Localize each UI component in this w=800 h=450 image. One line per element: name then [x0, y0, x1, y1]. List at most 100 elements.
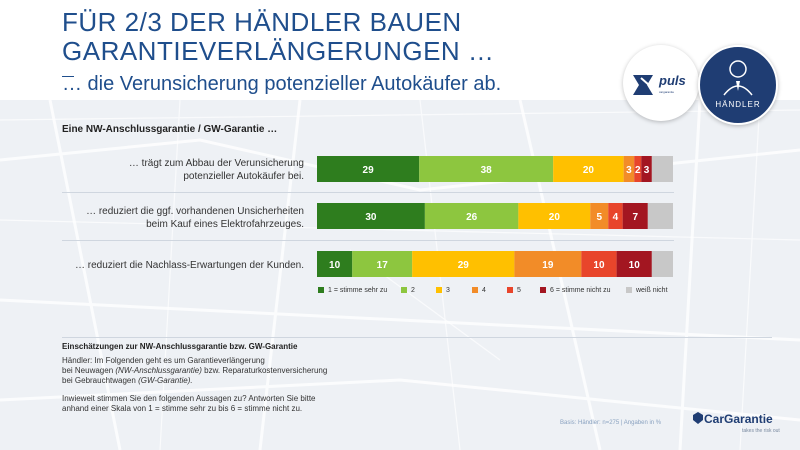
bar-value-label: 29	[363, 165, 375, 176]
puls-logo-text: puls	[659, 73, 686, 88]
chart-legend: 1 = stimme sehr zu 2 3 4 5 6 = stimme ni…	[318, 287, 718, 299]
bar-segment-row1-s4	[623, 156, 635, 182]
info-text: Händler: Im Folgenden geht es um Garanti…	[62, 356, 265, 365]
bar-value-label: 29	[458, 260, 470, 271]
badge-label: HÄNDLER	[715, 100, 761, 109]
legend-label: 6 = stimme nicht zu	[550, 287, 611, 294]
legend-label: 3	[446, 287, 450, 294]
x-mark-icon	[633, 75, 658, 95]
bar-segment-row1-s2	[419, 156, 554, 182]
legend-swatch	[436, 287, 442, 294]
title-line-2: GARANTIEVERLÄNGERUNGEN …	[62, 36, 495, 66]
info-divider	[62, 337, 772, 338]
legend-swatch	[472, 287, 478, 294]
bar-segment-row3-s6	[616, 251, 652, 277]
bar-value-label: 2	[635, 165, 641, 176]
bar-segment-row1-s5	[634, 156, 642, 182]
info-paragraph-2: Inwieweit stimmen Sie den folgenden Auss…	[62, 394, 362, 414]
legend-swatch	[318, 287, 324, 294]
legend-label: 2	[411, 287, 415, 294]
info-text-italic: (NW-Anschlussgarantie)	[115, 366, 202, 375]
cargarantie-logo-icon	[693, 412, 703, 424]
row-label-2: … reduziert die ggf. vorhandenen Unsiche…	[62, 205, 304, 231]
info-text: Inwieweit stimmen Sie den folgenden Auss…	[62, 394, 316, 403]
row-label-3: … reduziert die Nachlass-Erwartungen der…	[62, 259, 304, 272]
row-label-2-line-2: beim Kauf eines Elektrofahrzeuges.	[146, 219, 304, 230]
info-text: bei Neuwagen	[62, 366, 116, 375]
row-label-2-line-1: … reduziert die ggf. vorhandenen Unsiche…	[86, 206, 304, 217]
bar-segment-row3-s7	[651, 251, 673, 277]
page-title: FÜR 2/3 DER HÄNDLER BAUEN GARANTIEVERLÄN…	[62, 8, 494, 66]
legend-swatch	[626, 287, 632, 294]
legend-label: weiß nicht	[636, 287, 668, 294]
row-label-1-line-2: potenzieller Autokäufer bei.	[183, 171, 304, 182]
bar-segment-row2-s1	[317, 203, 425, 229]
puls-logo-subtext: cargarantie	[659, 90, 675, 94]
bar-value-label: 3	[626, 165, 632, 176]
bar-segment-row3-s3	[412, 251, 515, 277]
legend-label: 5	[517, 287, 521, 294]
legend-item: 2	[401, 287, 415, 294]
bar-segment-row3-s2	[352, 251, 413, 277]
bar-segment-row2-s3	[518, 203, 591, 229]
bar-segment-row1-s1	[317, 156, 420, 182]
dealer-person-icon	[723, 60, 753, 96]
row-label-3-line-1: … reduziert die Nachlass-Erwartungen der…	[74, 260, 304, 271]
legend-label: 4	[482, 287, 486, 294]
bar-value-label: 26	[466, 212, 478, 223]
stacked-bar-chart: 29 38 20 3 2 3 30 26 20 5 4 7 10 17 29 19 10 10	[317, 156, 673, 277]
legend-item: 3	[436, 287, 450, 294]
info-paragraph-1: Händler: Im Folgenden geht es um Garanti…	[62, 356, 362, 386]
bar-value-label: 3	[644, 165, 650, 176]
bar-segment-row3-s4	[514, 251, 582, 277]
page-subtitle: … die Verunsicherung potenzieller Autokä…	[62, 73, 502, 95]
bar-value-label: 10	[593, 260, 605, 271]
bar-segment-row2-s4	[590, 203, 609, 229]
bar-value-label: 7	[632, 212, 638, 223]
row-label-1: … trägt zum Abbau der Verunsicherung pot…	[62, 157, 304, 183]
bar-value-label: 5	[597, 212, 603, 223]
info-text: bzw. Reparaturkostenversicherung	[201, 366, 328, 375]
legend-swatch	[401, 287, 407, 294]
row-separator	[62, 192, 674, 193]
haendler-badge: HÄNDLER	[698, 45, 778, 125]
bar-value-label: 30	[365, 212, 377, 223]
bar-value-label: 38	[481, 165, 493, 176]
bar-segment-row2-s7	[647, 203, 673, 229]
bar-segment-row1-s3	[553, 156, 624, 182]
legend-swatch	[540, 287, 546, 294]
bar-value-label: 10	[329, 260, 341, 271]
legend-item: 1 = stimme sehr zu	[318, 287, 387, 294]
info-text: anhand einer Skala von 1 = stimme sehr z…	[62, 404, 303, 413]
legend-item: 5	[507, 287, 521, 294]
puls-logo: puls cargarantie	[623, 45, 699, 121]
title-divider	[62, 76, 74, 77]
bar-value-label: 19	[542, 260, 554, 271]
bar-value-label: 4	[613, 212, 619, 223]
info-text: bei Gebrauchtwagen	[62, 376, 139, 385]
bar-value-label: 20	[583, 165, 595, 176]
chart-title: Eine NW-Anschlussgarantie / GW-Garantie …	[62, 124, 278, 135]
bar-segment-row3-s5	[581, 251, 617, 277]
title-line-1: FÜR 2/3 DER HÄNDLER BAUEN	[62, 7, 462, 37]
bar-segment-row2-s5	[608, 203, 623, 229]
info-title: Einschätzungen zur NW-Anschlussgarantie …	[62, 342, 298, 351]
bar-segment-row2-s6	[622, 203, 648, 229]
row-label-1-line-1: … trägt zum Abbau der Verunsicherung	[128, 158, 304, 169]
info-text-italic: (GW-Garantie).	[138, 376, 193, 385]
legend-swatch	[507, 287, 513, 294]
legend-item: weiß nicht	[626, 287, 668, 294]
legend-label: 1 = stimme sehr zu	[328, 287, 388, 294]
bar-segment-row2-s2	[424, 203, 519, 229]
basis-note: Basis: Händler: n=275 | Angaben in %	[560, 420, 662, 426]
legend-item: 6 = stimme nicht zu	[540, 287, 611, 294]
row-separator	[62, 240, 674, 241]
bar-segment-row3-s1	[317, 251, 353, 277]
bar-value-label: 10	[629, 260, 641, 271]
cargarantie-brand: CarGarantie	[704, 412, 773, 426]
cargarantie-slogan: takes the risk out	[742, 428, 780, 434]
bar-segment-row1-s6	[641, 156, 652, 182]
legend-item: 4	[472, 287, 486, 294]
bar-value-label: 17	[377, 260, 389, 271]
bar-value-label: 20	[549, 212, 561, 223]
